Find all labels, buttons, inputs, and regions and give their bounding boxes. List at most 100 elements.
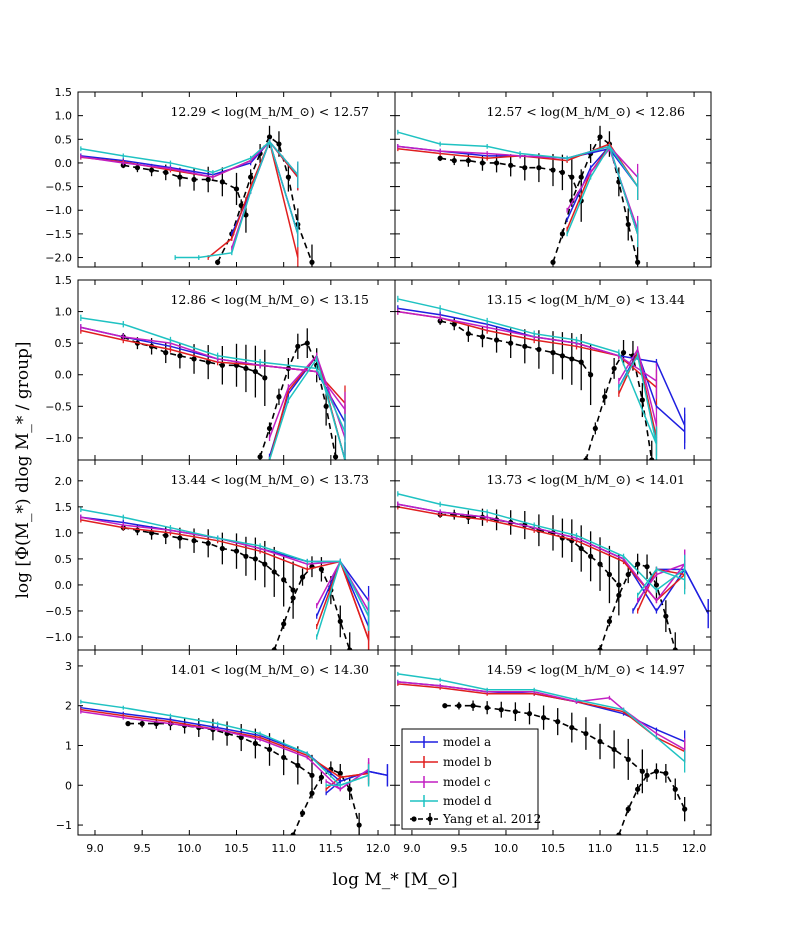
obs-point <box>597 134 603 140</box>
obs-point <box>266 746 273 753</box>
obs-point <box>295 343 301 349</box>
obs-point <box>191 356 197 362</box>
y-tick-label: −1.0 <box>45 204 72 217</box>
obs-point <box>285 174 291 180</box>
y-tick-label: 1.5 <box>55 501 73 514</box>
obs-point <box>243 212 249 218</box>
obs-point <box>442 703 448 709</box>
obs-point <box>437 155 443 161</box>
obs-point <box>498 707 504 713</box>
obs-point <box>559 353 566 359</box>
obs-point <box>243 365 249 372</box>
obs-point <box>205 359 211 365</box>
y-tick-label: 0.5 <box>55 133 73 146</box>
observations-satellite-line <box>292 768 360 835</box>
panel-plot-area <box>397 491 709 650</box>
obs-point <box>625 221 631 228</box>
obs-point <box>508 162 514 168</box>
obs-point <box>238 734 244 741</box>
model-d-central-line <box>397 673 686 762</box>
x-tick-label: 11.0 <box>271 842 296 855</box>
obs-point <box>578 174 584 180</box>
legend-label-model-d: model d <box>443 794 492 808</box>
obs-point <box>569 356 575 362</box>
obs-point <box>290 587 296 593</box>
obs-point <box>508 340 514 346</box>
obs-point <box>682 806 688 812</box>
panel-5: 2.0 1.5 1.0 0.5 0.0 −0.5 −1.0 13.44 < log(M_h/M… <box>45 459 396 651</box>
panel-8: 9.0 9.5 10.0 10.5 11.0 11.5 12.0 14.59 < log(M_… <box>394 649 712 855</box>
obs-point <box>583 457 589 460</box>
model-d-satellite-line <box>175 139 299 259</box>
x-tick-label: 10.5 <box>541 842 566 855</box>
obs-point <box>451 157 457 164</box>
x-tick-label: 11.0 <box>588 842 613 855</box>
obs-point <box>606 618 613 624</box>
obs-point <box>276 141 282 147</box>
obs-point <box>639 768 645 774</box>
obs-point <box>635 259 641 265</box>
obs-point <box>616 582 622 588</box>
obs-point <box>266 134 273 140</box>
legend-entry-observations: Yang et al. 2012 <box>410 812 541 826</box>
obs-point <box>219 179 225 185</box>
x-tick-label: 9.0 <box>86 842 104 855</box>
y-tick-label: −0.5 <box>45 181 72 194</box>
obs-point <box>493 337 500 343</box>
obs-point <box>536 346 542 353</box>
obs-point <box>177 174 183 180</box>
obs-point <box>248 174 254 180</box>
obs-point <box>470 703 476 709</box>
y-tick-label: 1.0 <box>55 306 73 319</box>
obs-point <box>356 822 362 828</box>
obs-point <box>262 561 268 567</box>
panel-frame <box>77 649 396 836</box>
obs-point <box>639 397 645 403</box>
y-tick-label: −1.5 <box>45 228 72 241</box>
y-tick-label: 1.0 <box>55 110 73 123</box>
y-tick-label: 1.5 <box>55 274 73 287</box>
obs-point <box>295 762 301 768</box>
y-tick-label: −2.0 <box>45 252 72 265</box>
obs-point <box>205 176 211 183</box>
obs-point <box>526 711 533 717</box>
obs-point <box>125 721 131 727</box>
legend: model a model b model c model d Yang et … <box>401 728 541 830</box>
obs-point <box>644 564 650 570</box>
obs-point <box>578 545 584 552</box>
obs-point <box>148 167 155 173</box>
model-d-central-line <box>397 493 686 592</box>
y-tick-label: 0.5 <box>55 337 73 350</box>
panel-title: 12.29 < log(M_h/M_⊙) < 12.57 <box>170 104 369 119</box>
obs-point <box>611 746 617 753</box>
observations-satellite-line <box>585 351 653 460</box>
x-tick-label: 9.0 <box>403 842 421 855</box>
x-tick-label: 9.5 <box>133 842 151 855</box>
obs-point <box>616 592 622 598</box>
panel-3: 1.5 1.0 0.5 0.0 −0.5 −1.0 12.86 < log(M_h/M_⊙)… <box>45 274 396 461</box>
obs-point <box>233 186 240 192</box>
legend-label-observations: Yang et al. 2012 <box>442 812 541 826</box>
obs-point <box>559 231 566 237</box>
obs-point <box>625 756 631 763</box>
x-tick-label: 12.0 <box>682 842 707 855</box>
model-b-central-line <box>80 519 370 640</box>
panel-title: 13.73 < log(M_h/M_⊙) < 14.01 <box>486 472 685 487</box>
obs-point <box>588 553 594 559</box>
obs-point <box>635 561 641 567</box>
obs-point <box>569 174 575 180</box>
obs-point <box>163 169 169 176</box>
obs-point <box>588 372 594 378</box>
observations-satellite-line <box>259 342 337 458</box>
obs-point <box>332 454 339 460</box>
obs-point <box>215 259 221 265</box>
obs-point <box>597 738 603 745</box>
y-tick-label: 1.0 <box>55 527 73 540</box>
obs-point <box>290 595 296 601</box>
obs-point <box>233 548 240 554</box>
legend-entry-model-c: model c <box>410 775 491 789</box>
obs-point <box>569 724 575 731</box>
obs-point <box>606 571 613 578</box>
model-b-central-line <box>80 708 369 779</box>
